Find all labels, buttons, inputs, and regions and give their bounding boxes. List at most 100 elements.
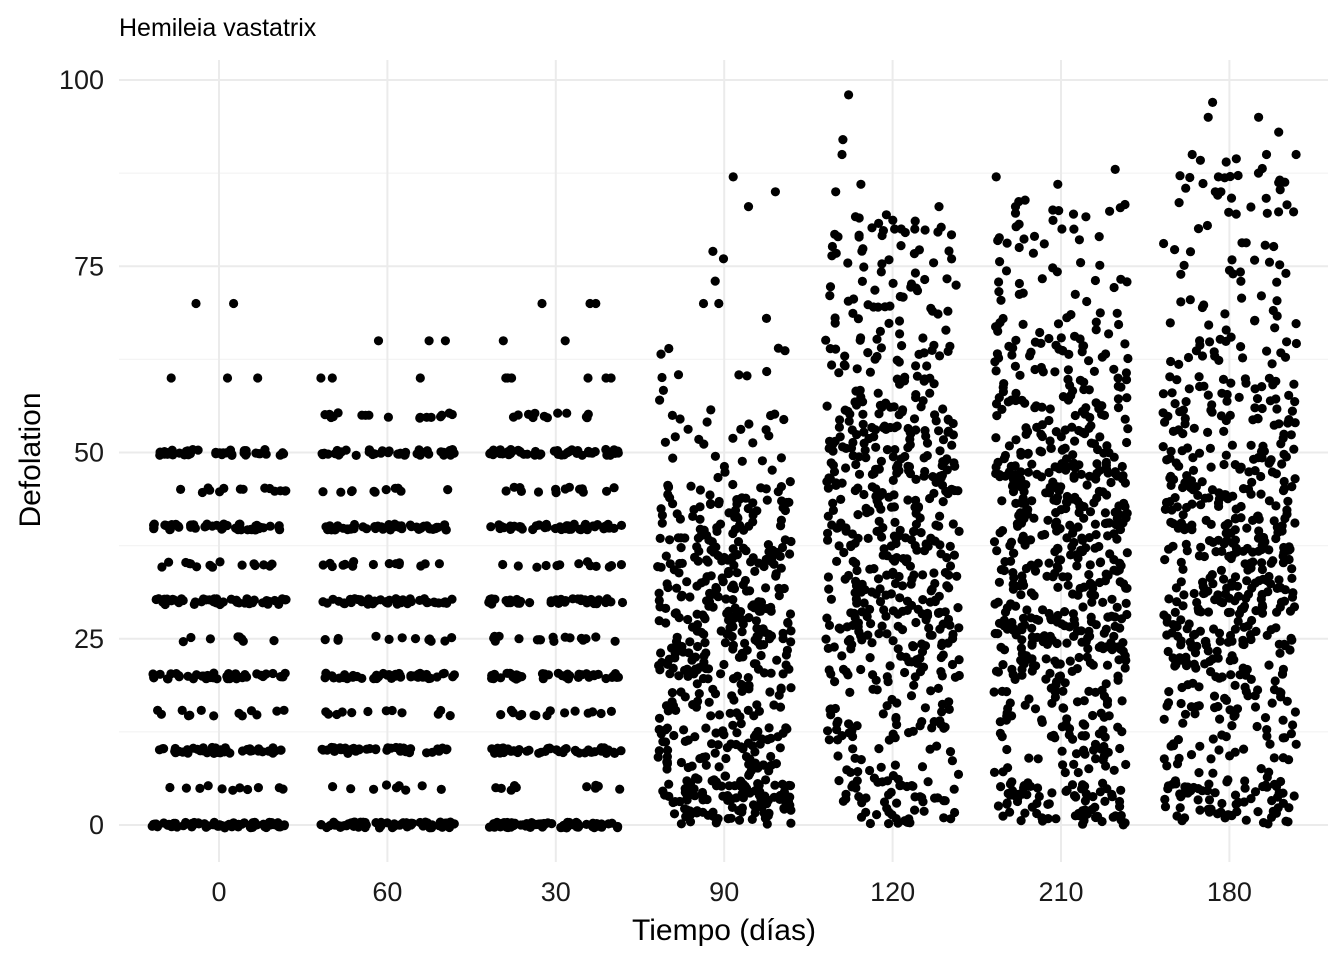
- data-point: [364, 410, 374, 420]
- data-point: [371, 744, 381, 754]
- data-point: [1206, 462, 1216, 472]
- data-point: [1203, 607, 1214, 617]
- data-point: [676, 592, 686, 602]
- chart-title: Hemileia vastatrix: [119, 14, 317, 42]
- data-point: [732, 728, 742, 738]
- data-point: [1091, 530, 1101, 540]
- data-point: [1197, 351, 1208, 361]
- data-point: [831, 344, 841, 354]
- data-point: [711, 582, 721, 593]
- data-point: [1080, 429, 1090, 439]
- data-point: [954, 526, 964, 537]
- data-point: [853, 509, 863, 520]
- data-point: [689, 784, 699, 794]
- x-tick-label: 60: [372, 877, 402, 907]
- data-point: [1033, 754, 1043, 764]
- data-point: [1212, 646, 1222, 657]
- data-point: [911, 617, 921, 628]
- data-point: [1011, 222, 1021, 232]
- data-point: [721, 753, 731, 764]
- data-point: [1104, 329, 1114, 339]
- data-point: [865, 564, 875, 574]
- data-point: [1081, 789, 1091, 799]
- data-point: [400, 450, 410, 460]
- data-point: [1074, 811, 1084, 821]
- data-point: [277, 449, 287, 459]
- data-point: [1272, 607, 1282, 617]
- data-point: [583, 373, 593, 383]
- data-point: [157, 562, 167, 572]
- data-point: [658, 737, 668, 747]
- data-point: [714, 496, 724, 507]
- data-point: [732, 568, 742, 578]
- data-point: [1256, 291, 1266, 301]
- data-point: [828, 498, 838, 508]
- data-point: [834, 541, 844, 551]
- data-point: [937, 699, 948, 710]
- data-point: [1110, 811, 1121, 821]
- data-point: [940, 607, 950, 617]
- data-point: [1109, 452, 1119, 462]
- data-point: [994, 577, 1005, 587]
- data-point: [833, 232, 843, 242]
- data-point: [217, 784, 227, 794]
- data-point: [1110, 621, 1120, 632]
- data-point: [704, 697, 714, 707]
- data-point: [486, 448, 496, 458]
- data-point: [1029, 231, 1040, 241]
- data-point: [952, 571, 962, 581]
- data-point: [1204, 320, 1214, 330]
- data-point: [897, 581, 908, 591]
- data-point: [1032, 808, 1042, 819]
- data-point: [997, 496, 1007, 506]
- data-point: [1289, 379, 1299, 389]
- data-point: [764, 723, 774, 733]
- data-point: [1282, 337, 1292, 347]
- data-point: [1274, 575, 1284, 585]
- data-point: [1082, 809, 1092, 819]
- data-point: [729, 560, 739, 570]
- data-point: [165, 782, 175, 793]
- data-point: [1222, 396, 1232, 406]
- data-point: [832, 725, 842, 735]
- data-point: [1181, 397, 1191, 407]
- data-point: [562, 408, 572, 418]
- data-point: [406, 744, 416, 754]
- data-point: [1256, 471, 1266, 482]
- data-point: [1205, 337, 1215, 347]
- data-point: [1188, 465, 1199, 475]
- data-point: [1022, 509, 1032, 519]
- data-point: [878, 226, 889, 236]
- data-point: [1181, 502, 1192, 513]
- data-point: [917, 762, 928, 772]
- data-point: [1018, 288, 1028, 298]
- data-point: [1290, 707, 1300, 717]
- data-point: [1191, 346, 1201, 356]
- data-point: [1120, 339, 1130, 349]
- data-point: [770, 187, 781, 197]
- data-point: [1018, 319, 1028, 329]
- data-point: [718, 254, 729, 264]
- data-point: [892, 421, 902, 431]
- data-point: [1172, 502, 1182, 512]
- data-point: [1096, 744, 1106, 754]
- data-point: [440, 336, 450, 346]
- data-point: [953, 486, 963, 496]
- data-point: [1087, 597, 1097, 607]
- data-point: [1185, 637, 1195, 647]
- data-point: [1123, 353, 1133, 364]
- data-point: [1281, 268, 1291, 278]
- data-point: [719, 552, 729, 563]
- data-point: [1050, 367, 1060, 377]
- data-point: [1230, 572, 1241, 582]
- data-point: [657, 510, 668, 520]
- data-point: [913, 502, 924, 512]
- data-point: [1078, 719, 1088, 729]
- data-point: [891, 538, 901, 549]
- data-point: [767, 465, 777, 475]
- data-point: [1170, 399, 1180, 409]
- data-point: [856, 812, 867, 822]
- data-point: [852, 430, 862, 440]
- data-point: [591, 632, 601, 642]
- data-point: [841, 443, 851, 453]
